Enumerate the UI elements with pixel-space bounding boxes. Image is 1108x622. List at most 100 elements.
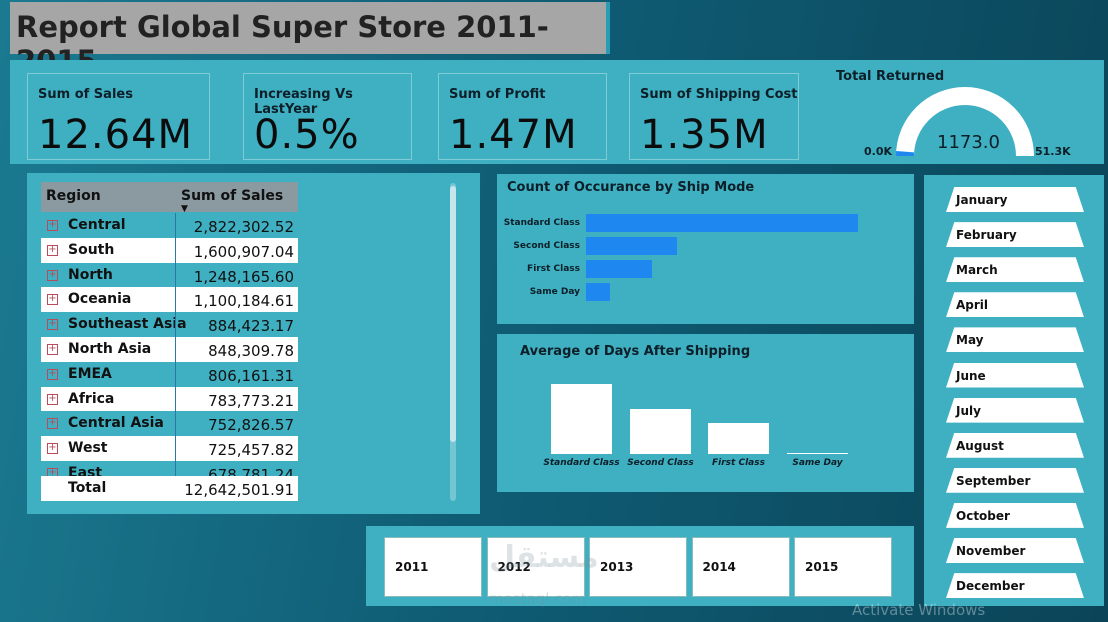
kpi-value: 1.47M (449, 112, 578, 158)
year-option[interactable]: 2015 (794, 537, 892, 597)
page-title: Report Global Super Store 2011-2015 (16, 10, 549, 78)
month-option[interactable]: November (946, 538, 1084, 563)
table-row[interactable]: + Southeast Asia 884,423.17 (41, 312, 298, 337)
month-option[interactable]: May (946, 327, 1084, 353)
year-option[interactable]: 2012 (486, 537, 585, 597)
days-chart-title: Average of Days After Shipping (520, 344, 751, 359)
days-category-label: Second Class (627, 458, 694, 468)
sort-desc-icon: ▼ (181, 204, 188, 214)
table-total-row: Total 12,642,501.91 (41, 476, 298, 501)
month-option[interactable]: August (946, 432, 1084, 458)
ship-mode-bar[interactable] (586, 283, 610, 301)
month-option[interactable]: April (946, 292, 1084, 318)
kpi-value: 1.35M (640, 112, 769, 158)
expand-icon[interactable]: + (47, 243, 58, 256)
gauge-value-label: 1173.0 (937, 132, 1000, 153)
kpi-card-increase[interactable]: Increasing Vs LastYear 0.5% (243, 73, 412, 160)
region-sales: 848,309.78 (208, 341, 294, 360)
days-bar[interactable] (708, 423, 769, 454)
year-label: 2011 (395, 560, 429, 574)
table-row[interactable]: + EMEA 806,161.31 (41, 361, 298, 387)
table-row[interactable]: + Oceania 1,100,184.61 (41, 287, 298, 313)
returned-gauge[interactable] (895, 86, 1035, 158)
region-sales: 1,600,907.04 (193, 242, 294, 261)
column-divider (175, 262, 176, 288)
expand-icon[interactable]: + (47, 342, 58, 355)
expand-icon[interactable]: + (47, 293, 58, 306)
table-body: + Central 2,822,302.52 + South 1,600,907.04 + N… (41, 213, 298, 476)
region-name: North (68, 266, 113, 283)
ship-mode-bar[interactable] (586, 237, 678, 255)
region-name: Central Asia (68, 415, 164, 432)
table-row[interactable]: + Central Asia 752,826.57 (41, 411, 298, 437)
month-option[interactable]: September (946, 467, 1084, 493)
gauge-max-label: 51.3K (1035, 145, 1071, 158)
expand-icon[interactable]: + (47, 367, 58, 380)
month-option[interactable]: February (946, 222, 1084, 248)
column-divider (175, 411, 176, 437)
region-sales: 1,100,184.61 (193, 292, 294, 311)
year-label: 2015 (805, 560, 839, 574)
expand-icon[interactable]: + (47, 417, 58, 430)
table-row[interactable]: + South 1,600,907.04 (41, 237, 298, 263)
kpi-value: 0.5% (254, 112, 360, 158)
kpi-card-shipping[interactable]: Sum of Shipping Cost 1.35M (629, 73, 799, 160)
column-header-sales[interactable]: Sum of Sales (181, 188, 284, 204)
column-divider (175, 460, 176, 476)
table-row[interactable]: + North Asia 848,309.78 (41, 336, 298, 362)
table-row[interactable]: + West 725,457.82 (41, 436, 298, 461)
ship-mode-bar[interactable] (586, 260, 653, 278)
column-divider (175, 386, 176, 412)
month-option[interactable]: June (946, 362, 1084, 388)
month-option[interactable]: July (946, 397, 1084, 423)
column-divider (175, 336, 176, 362)
days-bar[interactable] (787, 453, 848, 454)
ship-mode-chart-panel (497, 174, 914, 324)
column-divider (175, 237, 176, 263)
region-name: Southeast Asia (68, 316, 187, 333)
column-header-region[interactable]: Region (46, 188, 101, 204)
table-scrollbar-thumb[interactable] (450, 186, 456, 442)
year-label: 2013 (600, 560, 634, 574)
ship-mode-chart-title: Count of Occurance by Ship Mode (507, 180, 755, 195)
month-option[interactable]: October (946, 502, 1084, 528)
year-option[interactable]: 2013 (589, 537, 687, 597)
column-divider (175, 213, 176, 238)
kpi-value: 12.64M (38, 112, 194, 158)
month-label: March (956, 263, 998, 278)
ship-mode-bar[interactable] (586, 214, 858, 232)
expand-icon[interactable]: + (47, 467, 58, 476)
column-divider (175, 436, 176, 461)
days-category-label: Standard Class (543, 458, 620, 468)
expand-icon[interactable]: + (47, 442, 58, 455)
expand-icon[interactable]: + (47, 268, 58, 281)
kpi-label: Sum of Shipping Cost (640, 87, 798, 102)
days-bar[interactable] (630, 409, 691, 454)
year-option[interactable]: 2011 (384, 537, 482, 597)
table-row[interactable]: + East 678,781.24 (41, 460, 298, 476)
days-category-label: Same Day (792, 458, 843, 468)
month-label: April (956, 298, 989, 313)
ship-mode-category-label: Standard Class (503, 218, 580, 228)
region-name: Africa (68, 390, 115, 407)
days-bar[interactable] (551, 384, 612, 454)
month-option[interactable]: January (946, 187, 1084, 212)
month-label: January (956, 193, 1008, 207)
region-sales: 884,423.17 (208, 317, 294, 336)
table-row[interactable]: + Central 2,822,302.52 (41, 213, 298, 238)
kpi-card-profit[interactable]: Sum of Profit 1.47M (438, 73, 607, 160)
month-option[interactable]: March (946, 257, 1084, 283)
kpi-card-sales[interactable]: Sum of Sales 12.64M (27, 73, 210, 160)
expand-icon[interactable]: + (47, 318, 58, 331)
table-row[interactable]: + North 1,248,165.60 (41, 262, 298, 288)
column-divider (175, 287, 176, 313)
expand-icon[interactable]: + (47, 392, 58, 405)
month-label: June (956, 368, 986, 383)
gauge-track (896, 87, 1034, 157)
kpi-label: Increasing Vs LastYear (254, 87, 353, 117)
year-option[interactable]: 2014 (691, 537, 790, 597)
table-row[interactable]: + Africa 783,773.21 (41, 386, 298, 412)
expand-icon[interactable]: + (47, 219, 58, 231)
month-option[interactable]: December (946, 573, 1084, 599)
total-value: 12,642,501.91 (184, 481, 294, 499)
